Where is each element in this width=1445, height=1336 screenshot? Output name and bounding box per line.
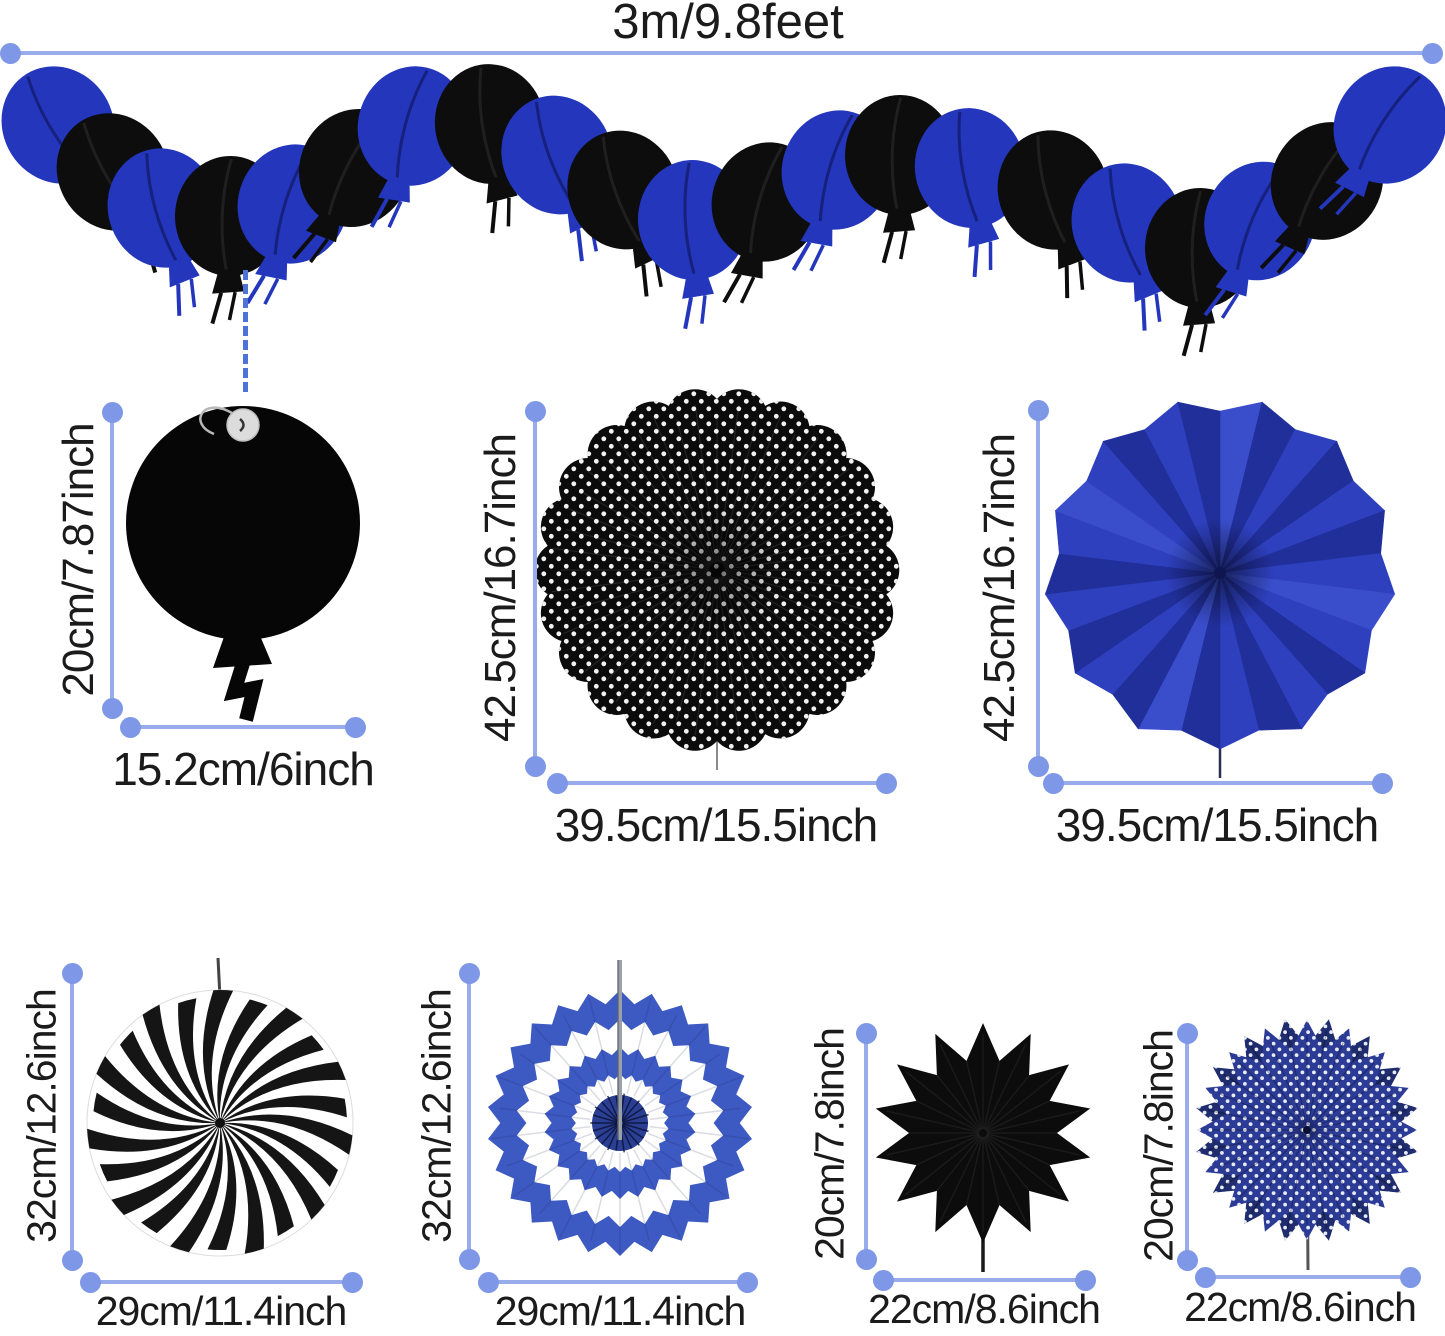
- fan-striped-width-line: [90, 1280, 352, 1284]
- fan-rings-height-line-dot-end: [458, 1248, 480, 1270]
- fan-navy-dots-height-label: 20cm/7.8inch: [1135, 1030, 1182, 1262]
- fan-striped-width-label: 29cm/11.4inch: [95, 1288, 348, 1334]
- fan-striped-height-label: 32cm/12.6inch: [18, 989, 65, 1243]
- fan-black-star-width-line-dot-end: [1074, 1269, 1096, 1291]
- fan-navy-dots-height-line-dot-end: [1176, 1249, 1198, 1271]
- fan-navy-dots-width-label: 22cm/8.6inch: [1184, 1284, 1417, 1330]
- fan-striped-height-line-dot-start: [61, 962, 83, 984]
- fan-black-star-height-line-dot-end: [855, 1248, 877, 1270]
- balloon-width-label: 15.2cm/6inch: [112, 743, 375, 795]
- fan-navy-dots-width-line-dot-start: [1194, 1266, 1216, 1288]
- garland-length-label: 3m/9.8feet: [612, 0, 844, 49]
- fan-rings-width-line-dot-start: [477, 1271, 499, 1293]
- fan-blue-height-line-dot-end: [1027, 755, 1049, 777]
- fan-striped-width-line-dot-start: [79, 1271, 101, 1293]
- fan-black-dots-height-line-dot-start: [524, 400, 546, 422]
- fan-blue-height-label: 42.5cm/16.7inch: [975, 434, 1024, 742]
- fan-black-star-height-line: [864, 1033, 868, 1259]
- fan-striped-height-line-dot-end: [61, 1249, 83, 1271]
- fan-rings: [488, 960, 752, 1256]
- fan-black-star-height-label: 20cm/7.8inch: [806, 1028, 853, 1260]
- fan-black-dots: [534, 389, 900, 770]
- fan-navy-dots-width-line: [1205, 1275, 1410, 1279]
- garland-length-line: [10, 51, 1432, 55]
- balloon-cutout: [126, 406, 360, 722]
- fan-black-dots-height-line-dot-end: [524, 755, 546, 777]
- balloon-string-tag: [226, 408, 260, 442]
- fan-navy-dots-height-line: [1185, 1033, 1189, 1260]
- fan-navy-dots-height-line-dot-start: [1176, 1022, 1198, 1044]
- fan-blue-width-line-dot-start: [1042, 772, 1064, 794]
- fan-blue: [1044, 401, 1396, 778]
- garland-balloon-blue: [914, 108, 1026, 278]
- callout-dashed-line: [243, 270, 248, 392]
- balloon-garland: [1, 64, 1445, 357]
- fan-rings-width-label: 29cm/11.4inch: [494, 1288, 747, 1334]
- garland-length-line-dot-start: [0, 42, 21, 64]
- balloon-height-label: 20cm/7.87inch: [54, 423, 103, 697]
- fan-black-dots-height-line: [533, 411, 537, 766]
- balloon-width-line: [130, 725, 355, 729]
- fan-striped-height-line: [70, 973, 74, 1260]
- fan-striped-width-line-dot-end: [341, 1271, 363, 1293]
- balloon-height-line-dot-start: [101, 401, 123, 423]
- garland-length-line-dot-end: [1421, 42, 1443, 64]
- fan-black-dots-width-line-dot-end: [875, 772, 897, 794]
- balloon-height-line-dot-end: [101, 697, 123, 719]
- fan-blue-width-line: [1053, 781, 1382, 785]
- balloon-width-line-dot-end: [344, 716, 366, 738]
- fan-navy-dots: [1196, 1019, 1418, 1271]
- fan-striped: [86, 957, 354, 1257]
- fan-rings-height-label: 32cm/12.6inch: [413, 989, 460, 1243]
- fan-black-star-height-line-dot-start: [855, 1022, 877, 1044]
- fan-black-star-width-line-dot-start: [872, 1269, 894, 1291]
- fan-rings-height-line: [467, 973, 471, 1259]
- fan-navy-dots-width-line-dot-end: [1399, 1266, 1421, 1288]
- fan-black-dots-width-line: [557, 781, 886, 785]
- balloon-height-line: [110, 412, 114, 708]
- fan-black-dots-height-label: 42.5cm/16.7inch: [476, 434, 525, 742]
- fan-black-dots-width-line-dot-start: [546, 772, 568, 794]
- fan-blue-height-line-dot-start: [1027, 399, 1049, 421]
- garland-balloon-blue: [1318, 66, 1445, 216]
- fan-black-dots-width-label: 39.5cm/15.5inch: [554, 799, 879, 851]
- fan-black-star-width-line: [883, 1278, 1085, 1282]
- fan-rings-width-line-dot-end: [736, 1271, 758, 1293]
- fan-blue-width-line-dot-end: [1371, 772, 1393, 794]
- balloon-width-line-dot-start: [119, 716, 141, 738]
- fan-blue-width-label: 39.5cm/15.5inch: [1055, 799, 1380, 851]
- fan-rings-height-line-dot-start: [458, 962, 480, 984]
- fan-black-star-width-label: 22cm/8.6inch: [868, 1286, 1101, 1332]
- fan-black-star: [875, 1023, 1091, 1272]
- fan-blue-height-line: [1036, 410, 1040, 766]
- fan-rings-width-line: [488, 1280, 747, 1284]
